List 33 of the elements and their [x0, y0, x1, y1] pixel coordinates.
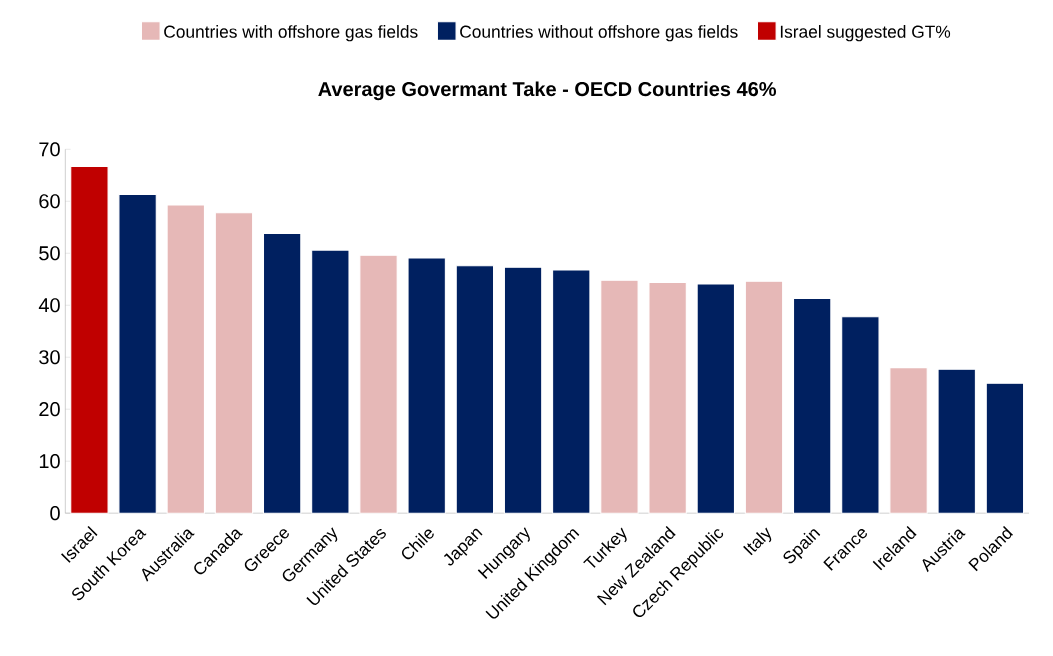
bar — [744, 280, 784, 514]
bar — [503, 266, 543, 514]
y-tick-label: 70 — [39, 142, 60, 157]
bar — [648, 281, 687, 514]
chart-title: Average Govermant Take - OECD Countries 46% — [318, 81, 777, 101]
bar — [166, 204, 205, 514]
bar — [70, 166, 109, 514]
bar — [552, 269, 591, 514]
bar — [407, 257, 446, 514]
bar — [889, 367, 928, 514]
legend-label: Israel suggested GT% — [780, 25, 951, 42]
y-tick-label: 20 — [39, 402, 60, 417]
legend-label: Countries with offshore gas fields — [164, 25, 418, 42]
y-tick-label: 10 — [39, 454, 60, 469]
y-tick-label: 0 — [50, 506, 60, 521]
bar — [311, 249, 350, 514]
bar — [696, 283, 736, 514]
y-tick-label: 40 — [38, 298, 60, 313]
bar — [359, 254, 398, 514]
y-tick-label: 30 — [39, 350, 60, 365]
bar — [214, 212, 254, 514]
bar — [792, 298, 832, 514]
bar — [262, 233, 302, 514]
bar — [937, 368, 976, 514]
bar — [841, 316, 880, 514]
bar — [118, 194, 157, 514]
legend-label: Countries without offshore gas fields — [460, 25, 738, 42]
bar — [455, 265, 495, 514]
bar — [985, 382, 1025, 514]
y-tick-label: 50 — [39, 246, 60, 261]
y-tick-label: 60 — [39, 194, 60, 209]
bar — [600, 279, 639, 514]
x-tick-label: Italy — [743, 527, 772, 556]
